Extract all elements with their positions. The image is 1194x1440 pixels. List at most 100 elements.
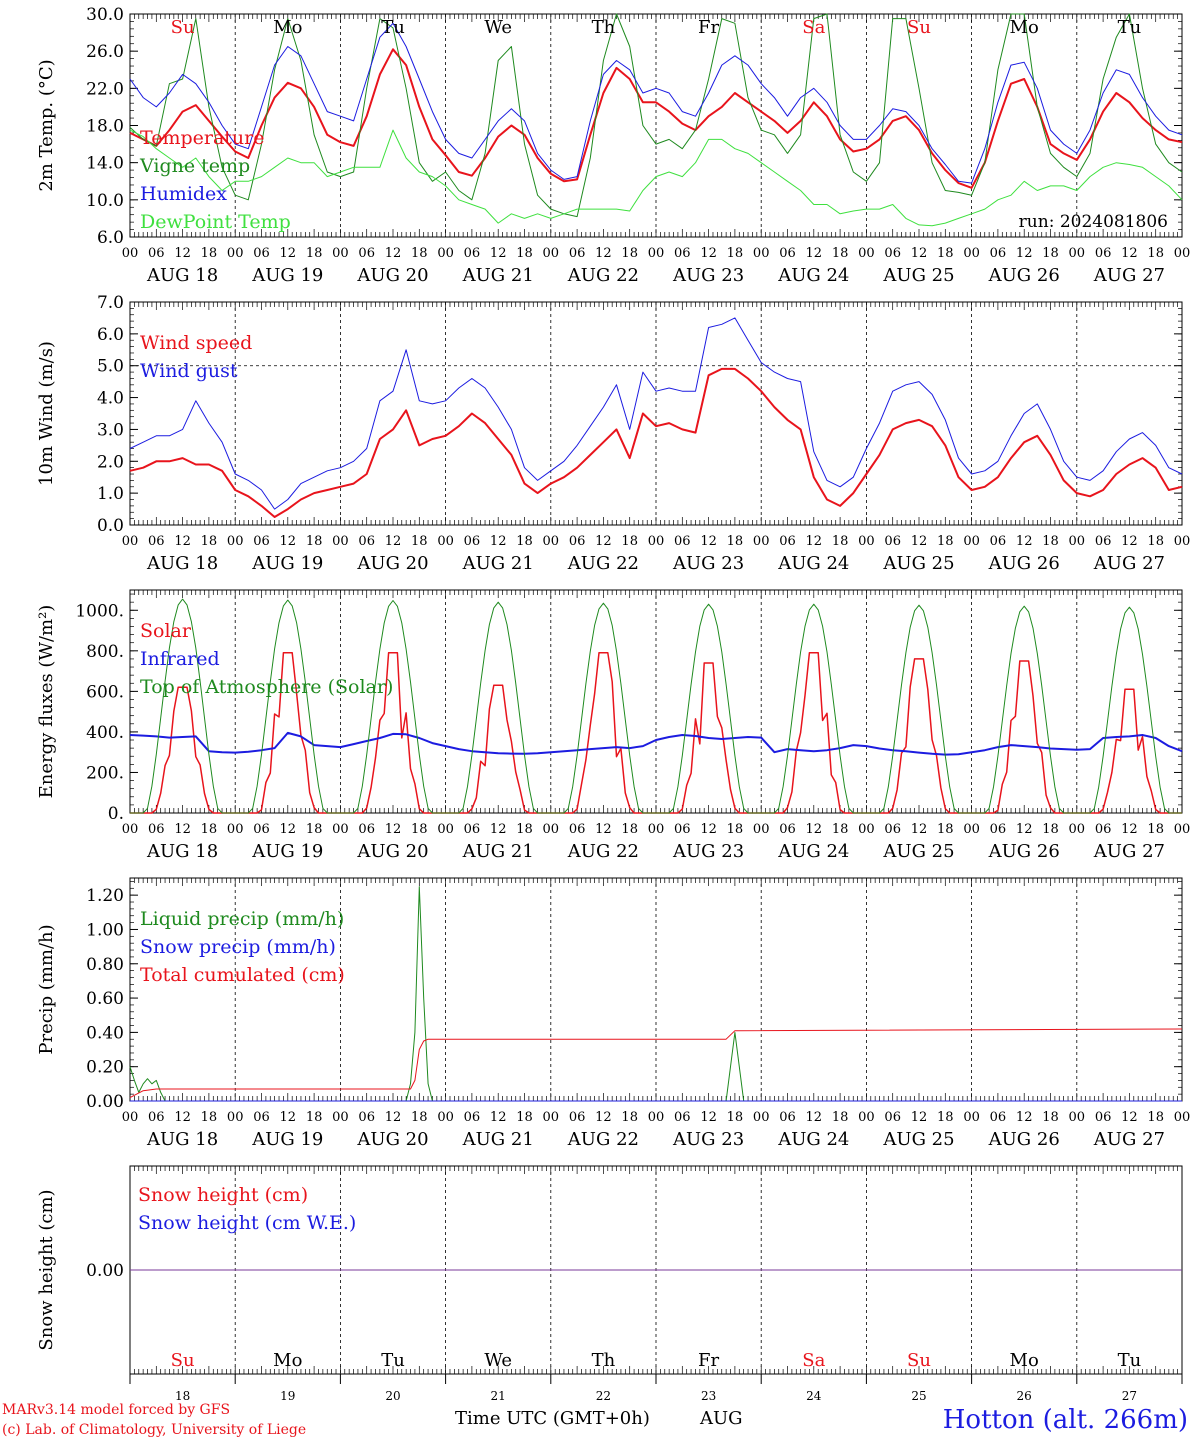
day-number: 27: [1122, 1389, 1137, 1403]
date-label: AUG 27: [1093, 841, 1165, 862]
date-label: AUG 25: [882, 265, 954, 286]
y-tick-label: 0.: [108, 804, 124, 824]
hour-tick-label: 18: [201, 1110, 218, 1125]
meteogram-panels: 6.0 10.0 14.0 18.0 22.0 26.0 30.0 2m Temp. (°C)…: [36, 5, 1190, 1403]
hour-tick-label: 12: [806, 534, 823, 549]
hour-tick-label: 18: [516, 822, 533, 837]
hour-tick-label: 00: [122, 534, 139, 549]
series-line-temperature: [129, 48, 1183, 189]
y-tick-label: 800.: [86, 642, 124, 662]
hour-tick-label: 06: [569, 246, 586, 261]
date-label: AUG 23: [672, 1129, 744, 1150]
hour-tick-label: 06: [990, 534, 1007, 549]
date-label: AUG 21: [462, 1129, 534, 1150]
hour-tick-label: 06: [358, 534, 375, 549]
series-line-infrared: [129, 731, 1183, 756]
legend-entry: Temperature: [140, 127, 264, 149]
hour-tick-label: 00: [437, 822, 454, 837]
hour-tick-label: 00: [648, 534, 665, 549]
hour-tick-label: 06: [674, 246, 691, 261]
footer-credit: (c) Lab. of Climatology, University of L…: [2, 1422, 306, 1438]
legend-entry: Vigne temp: [139, 155, 250, 177]
day-number: 22: [596, 1389, 611, 1403]
legend-entry: Wind gust: [140, 360, 238, 382]
hour-tick-label: 00: [332, 1110, 349, 1125]
hour-tick-label: 06: [464, 822, 481, 837]
day-number: 21: [491, 1389, 506, 1403]
y-tick-label: 1.20: [86, 886, 124, 906]
hour-tick-label: 00: [858, 246, 875, 261]
hour-tick-label: 12: [595, 822, 612, 837]
hour-tick-label: 12: [911, 246, 928, 261]
hour-tick-label: 18: [621, 822, 638, 837]
day-name-top: Tu: [381, 17, 405, 38]
hour-tick-label: 18: [201, 822, 218, 837]
hour-tick-label: 00: [1174, 246, 1191, 261]
legend-entry: Total cumulated (cm): [140, 964, 345, 986]
hour-tick-label: 12: [911, 822, 928, 837]
hour-tick-label: 18: [937, 1110, 954, 1125]
day-number: 19: [280, 1389, 295, 1403]
hour-tick-label: 00: [858, 1110, 875, 1125]
hour-tick-label: 18: [201, 246, 218, 261]
y-tick-label: 7.0: [97, 293, 124, 313]
y-tick-label: 22.0: [86, 79, 124, 99]
hour-tick-label: 12: [806, 1110, 823, 1125]
y-tick-label: 600.: [86, 682, 124, 702]
y-tick-label: 14.0: [86, 154, 124, 174]
hour-tick-label: 12: [490, 822, 507, 837]
panel-1: 6.0 10.0 14.0 18.0 22.0 26.0 30.0 2m Temp. (°C)…: [36, 5, 1190, 286]
hour-tick-label: 18: [411, 246, 428, 261]
date-label: AUG 26: [988, 265, 1060, 286]
legend-entry: Snow precip (mm/h): [140, 936, 336, 958]
hour-tick-label: 12: [595, 246, 612, 261]
date-label: AUG 23: [672, 265, 744, 286]
legend-entry: Solar: [140, 620, 192, 642]
y-tick-label: 0.00: [86, 1092, 124, 1112]
hour-tick-label: 00: [543, 822, 560, 837]
run-label: run: 2024081806: [1019, 212, 1168, 232]
hour-tick-label: 00: [227, 534, 244, 549]
hour-tick-label: 00: [648, 822, 665, 837]
hour-tick-label: 18: [516, 246, 533, 261]
hour-tick-label: 00: [858, 822, 875, 837]
hour-tick-label: 12: [280, 246, 297, 261]
hour-tick-label: 00: [1069, 822, 1086, 837]
day-number: 20: [385, 1389, 400, 1403]
hour-tick-label: 18: [1042, 822, 1059, 837]
hour-tick-label: 06: [779, 246, 796, 261]
y-axis-title: Snow height (cm): [36, 1189, 57, 1350]
date-label: AUG 23: [672, 841, 744, 862]
x-axis-label: Time UTC (GMT+0h): [455, 1408, 650, 1429]
series-line-wind-speed: [129, 367, 1183, 518]
legend-entry: Snow height (cm W.E.): [138, 1212, 356, 1234]
hour-tick-label: 12: [1121, 246, 1138, 261]
date-label: AUG 25: [882, 1129, 954, 1150]
series-line-vigne-temp: [129, 13, 1183, 218]
hour-tick-label: 12: [174, 534, 191, 549]
day-name-top: Tu: [1118, 17, 1142, 38]
hour-tick-label: 00: [122, 1110, 139, 1125]
series-line-wind-gust: [129, 317, 1183, 510]
y-tick-label: 0.0: [97, 516, 124, 536]
date-label: AUG 21: [462, 553, 534, 574]
series-line-total-cumulated-cm-: [129, 1028, 1183, 1099]
hour-tick-label: 00: [963, 534, 980, 549]
date-label: AUG 24: [777, 553, 849, 574]
hour-tick-label: 18: [832, 246, 849, 261]
day-number: 24: [806, 1389, 822, 1403]
hour-tick-label: 18: [937, 246, 954, 261]
hour-tick-label: 18: [1147, 1110, 1164, 1125]
hour-tick-label: 00: [1069, 534, 1086, 549]
hour-tick-label: 06: [884, 822, 901, 837]
hour-tick-label: 18: [306, 822, 323, 837]
date-label: AUG 24: [777, 841, 849, 862]
date-label: AUG 22: [567, 265, 639, 286]
hour-tick-label: 06: [358, 822, 375, 837]
hour-tick-label: 06: [1095, 534, 1112, 549]
day-name-bottom: Mo: [273, 1350, 302, 1371]
hour-tick-label: 06: [148, 822, 165, 837]
hour-tick-label: 18: [306, 1110, 323, 1125]
hour-tick-label: 00: [753, 246, 770, 261]
